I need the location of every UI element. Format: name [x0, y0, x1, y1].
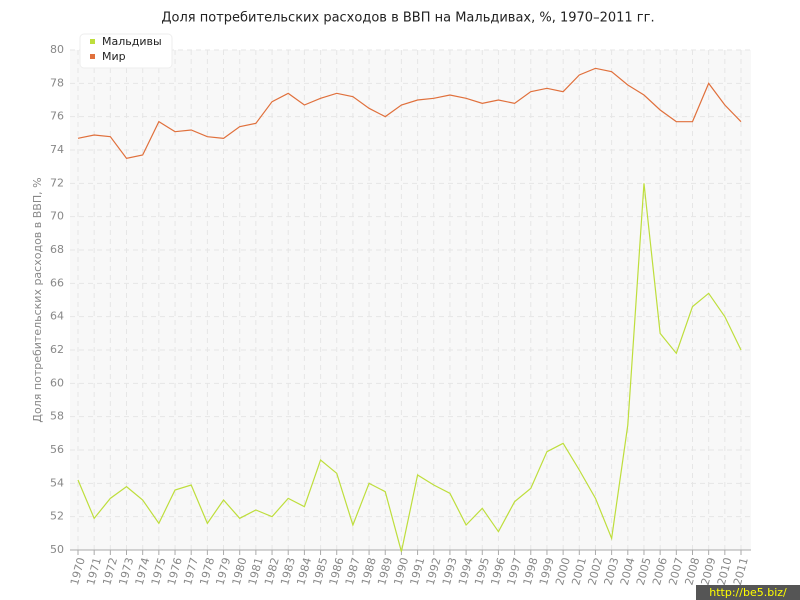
y-tick-label: 56 [50, 443, 64, 456]
y-tick-label: 54 [50, 476, 64, 489]
legend-box [79, 33, 173, 69]
legend-swatch [90, 54, 95, 59]
plot-area [70, 50, 751, 550]
y-tick-label: 72 [50, 176, 64, 189]
legend-label: Мальдивы [102, 35, 162, 48]
y-tick-label: 76 [50, 110, 64, 123]
y-tick-label: 62 [50, 343, 64, 356]
y-tick-label: 52 [50, 510, 64, 523]
y-tick-label: 64 [50, 310, 64, 323]
y-tick-label: 50 [50, 543, 64, 556]
y-tick-label: 68 [50, 243, 64, 256]
y-tick-label: 66 [50, 276, 64, 289]
watermark: http://be5.biz/ [709, 586, 787, 599]
y-tick-label: 74 [50, 143, 64, 156]
watermark-bg [696, 585, 800, 600]
y-axis-label: Доля потребительских расходов в ВВП, % [31, 177, 44, 422]
legend-swatch [90, 39, 95, 44]
y-tick-label: 70 [50, 210, 64, 223]
y-tick-label: 60 [50, 376, 64, 389]
legend-label: Мир [102, 50, 126, 63]
y-tick-label: 80 [50, 43, 64, 56]
chart-title: Доля потребительских расходов в ВВП на М… [161, 11, 654, 26]
y-tick-label: 78 [50, 76, 64, 89]
y-tick-label: 58 [50, 410, 64, 423]
series-line [77, 67, 742, 159]
series-line [77, 183, 742, 552]
